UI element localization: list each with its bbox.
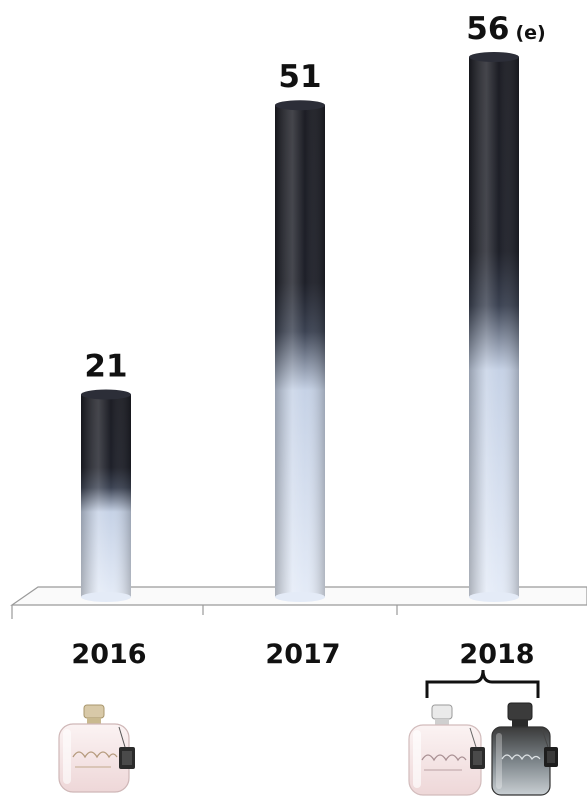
tick-label-2017: 2017 (265, 639, 340, 670)
bars-layer (81, 52, 519, 602)
coach-women-perfume-bottle-icon (58, 704, 135, 793)
bar-shading (469, 57, 519, 597)
bracket-2018 (425, 669, 540, 698)
data-label-2018: 56 (e) (466, 11, 545, 47)
ticks-layer: 2016 2017 2018 (71, 639, 534, 670)
data-label-2017: 51 (278, 59, 321, 95)
bar-top-cap (469, 52, 519, 62)
bar-2018 (469, 52, 519, 602)
coach-men-perfume-bottle-icon (491, 702, 558, 796)
bar-shading (275, 105, 325, 597)
bar-top-cap (81, 389, 131, 400)
coach-women-perfume-bottle-icon (408, 704, 485, 796)
bar-bottom-cap (469, 592, 519, 602)
bar-bottom-cap (81, 592, 131, 602)
bar-top-cap (275, 100, 325, 111)
bar-2017 (275, 100, 325, 602)
tick-label-2016: 2016 (71, 639, 146, 670)
data-label-2016: 21 (84, 349, 127, 385)
tick-label-2018: 2018 (459, 639, 534, 670)
bar-shading (81, 394, 131, 597)
bar-2016 (81, 389, 131, 602)
labels-layer: 21 51 56 (e) (84, 11, 545, 385)
bar-bottom-cap (275, 592, 325, 602)
